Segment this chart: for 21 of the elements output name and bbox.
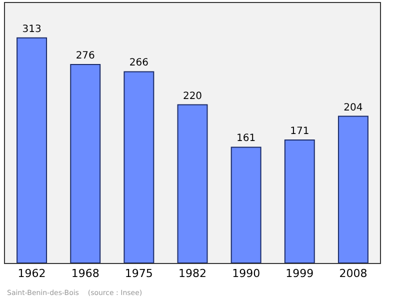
x-tick-label: 1990 [232, 267, 260, 280]
bar [16, 37, 48, 263]
data-label: 161 [236, 133, 256, 144]
x-tick-label: 1982 [178, 267, 206, 280]
data-label: 276 [76, 50, 95, 62]
bar [230, 146, 262, 263]
bar [338, 116, 368, 263]
data-label: 313 [22, 24, 42, 35]
data-label: 266 [129, 58, 148, 69]
x-tick-label: 2008 [339, 267, 368, 280]
bar [284, 140, 315, 263]
data-label: 220 [182, 90, 202, 102]
x-tick-label: 1968 [71, 267, 100, 280]
bar [124, 71, 154, 263]
x-tick-label: 1975 [124, 267, 153, 280]
bar [70, 64, 101, 263]
x-tick-label: 1962 [18, 267, 46, 280]
bar [177, 104, 208, 263]
x-tick-label: 1999 [286, 267, 314, 280]
data-label: 171 [290, 126, 310, 138]
data-label: 204 [344, 102, 363, 114]
